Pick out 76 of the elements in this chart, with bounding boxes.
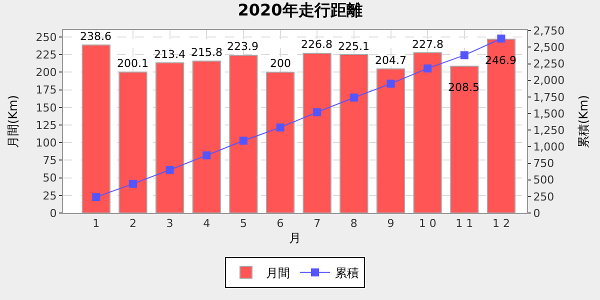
y-tick-label: 150 xyxy=(36,101,57,114)
data-label: 204.7 xyxy=(375,54,406,67)
y-tick-label: 125 xyxy=(36,118,57,132)
y2-tick-label: 250 xyxy=(533,190,554,204)
point xyxy=(497,34,506,43)
y2-tick-label: 2,500 xyxy=(533,41,565,54)
y2-tick-label: 2,750 xyxy=(533,24,565,38)
y-tick-label: 25 xyxy=(42,189,57,202)
x-tick-label: 6 xyxy=(276,217,284,230)
point xyxy=(128,180,137,188)
y2-tick-label: 500 xyxy=(533,174,554,187)
data-label: 200 xyxy=(270,57,291,70)
point xyxy=(386,80,395,88)
y-axis-title: 月間(Km) xyxy=(6,95,20,148)
bar xyxy=(118,72,148,213)
y2-axis-title: 累積(Km) xyxy=(576,95,591,148)
point xyxy=(460,51,468,60)
x-tick-label: 5 xyxy=(240,217,247,230)
point xyxy=(92,193,100,202)
y-tick-label: 50 xyxy=(42,172,57,185)
data-label: 225.1 xyxy=(338,40,370,53)
x-tick-label: 1 1 xyxy=(456,217,474,230)
y-tick-label: 250 xyxy=(36,30,57,44)
point xyxy=(276,123,284,132)
data-label: 213.4 xyxy=(154,48,186,61)
bar xyxy=(302,52,332,213)
x-tick-label: 3 xyxy=(166,217,174,230)
x-tick-label: 1 2 xyxy=(492,217,510,230)
point xyxy=(166,166,174,174)
x-tick-label: 4 xyxy=(203,217,210,230)
x-tick-label: 2 xyxy=(129,217,136,230)
y-tick-label: 100 xyxy=(36,136,57,150)
bar xyxy=(82,44,110,213)
data-label: 226.8 xyxy=(301,38,332,51)
data-label: 215.8 xyxy=(191,46,222,59)
data-label: 223.9 xyxy=(227,40,258,53)
y2-tick-label: 2,250 xyxy=(533,58,565,71)
bar xyxy=(413,52,442,213)
bar xyxy=(450,66,479,213)
legend-label: 月間 xyxy=(266,266,290,280)
bar xyxy=(192,60,221,213)
chart-title: 2020年走行距離 xyxy=(238,0,362,20)
bar xyxy=(340,54,368,213)
point xyxy=(424,64,432,72)
x-tick-label: 9 xyxy=(387,217,394,230)
y-tick-label: 200 xyxy=(36,66,57,80)
data-label: 200.1 xyxy=(117,57,148,70)
x-tick-label: 7 xyxy=(314,217,321,230)
y2-tick-label: 1,250 xyxy=(533,124,565,137)
y-tick-label: 0 xyxy=(50,206,57,220)
bar xyxy=(376,68,406,213)
data-label: 238.6 xyxy=(80,30,112,43)
y-tick-label: 175 xyxy=(36,84,57,97)
point xyxy=(239,136,248,145)
y-tick-label: 75 xyxy=(42,154,57,168)
x-tick-label: 8 xyxy=(350,217,358,230)
y-tick-label: 225 xyxy=(36,48,57,62)
x-tick-label: 1 0 xyxy=(418,217,436,230)
y2-tick-label: 1,500 xyxy=(533,107,565,120)
x-axis-title: 月 xyxy=(289,231,301,246)
bar xyxy=(229,54,258,213)
y2-tick-label: 0 xyxy=(533,206,540,220)
data-label: 227.8 xyxy=(412,38,444,51)
y2-tick-label: 1,000 xyxy=(533,140,565,154)
y2-tick-label: 750 xyxy=(533,157,554,170)
point xyxy=(350,94,358,102)
point xyxy=(313,108,322,116)
point xyxy=(202,151,211,160)
bar xyxy=(266,72,295,213)
bar xyxy=(155,62,184,213)
y2-tick-label: 2,000 xyxy=(533,74,565,88)
data-label: 208.5 xyxy=(448,81,480,94)
legend-label: 累積 xyxy=(335,266,359,280)
y2-tick-label: 1,750 xyxy=(533,90,565,104)
x-tick-label: 1 xyxy=(92,217,100,230)
bar xyxy=(486,38,516,213)
